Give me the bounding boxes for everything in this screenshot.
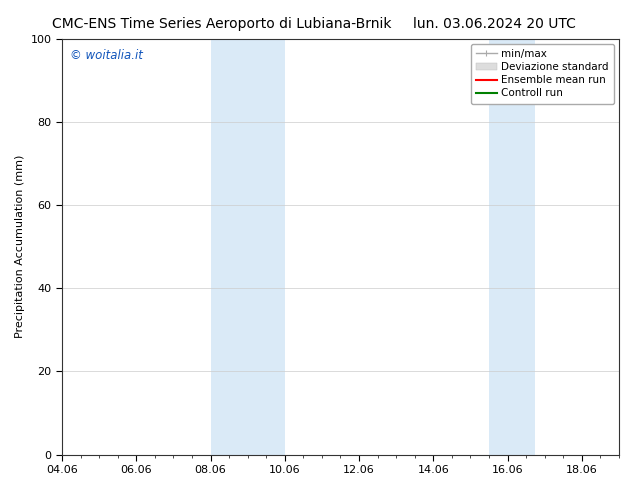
Bar <box>489 39 536 455</box>
Text: © woitalia.it: © woitalia.it <box>70 49 143 62</box>
Legend: min/max, Deviazione standard, Ensemble mean run, Controll run: min/max, Deviazione standard, Ensemble m… <box>471 44 614 103</box>
Text: lun. 03.06.2024 20 UTC: lun. 03.06.2024 20 UTC <box>413 17 576 31</box>
Bar <box>210 39 285 455</box>
Text: CMC-ENS Time Series Aeroporto di Lubiana-Brnik: CMC-ENS Time Series Aeroporto di Lubiana… <box>52 17 392 31</box>
Y-axis label: Precipitation Accumulation (mm): Precipitation Accumulation (mm) <box>15 155 25 338</box>
